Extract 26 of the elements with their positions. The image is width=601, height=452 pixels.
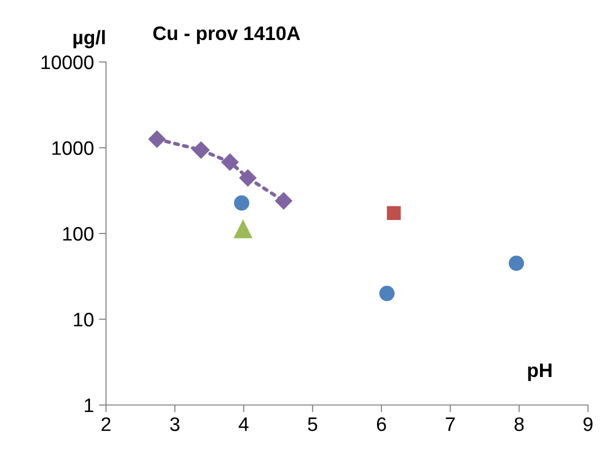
point — [221, 154, 238, 171]
x-axis-title: pH — [528, 364, 552, 381]
y-axis-title: µg/l — [74, 30, 105, 48]
y-tick-label: 1 — [84, 398, 94, 412]
x-tick-label: 9 — [584, 417, 592, 432]
y-tick-label: 100 — [63, 226, 94, 241]
point — [275, 192, 292, 210]
x-tick-label: 8 — [514, 417, 524, 432]
point — [234, 195, 250, 211]
y-tick-label: 1000 — [52, 141, 94, 155]
point — [148, 130, 166, 148]
point — [386, 206, 401, 220]
x-tick-label: 3 — [170, 417, 180, 432]
y-tick-label: 10000 — [42, 55, 94, 70]
x-tick-label: 6 — [377, 417, 386, 432]
point — [234, 220, 252, 238]
chart-title: Cu - prov 1410A — [153, 26, 300, 44]
x-tick-label: 2 — [102, 417, 110, 431]
y-tick-label: 10 — [74, 312, 94, 326]
point — [239, 169, 256, 186]
x-tick-label: 5 — [308, 418, 318, 432]
point — [508, 256, 524, 271]
x-tick-label: 7 — [446, 418, 455, 431]
point — [379, 286, 395, 302]
x-tick-label: 4 — [238, 418, 249, 431]
point — [192, 142, 210, 159]
